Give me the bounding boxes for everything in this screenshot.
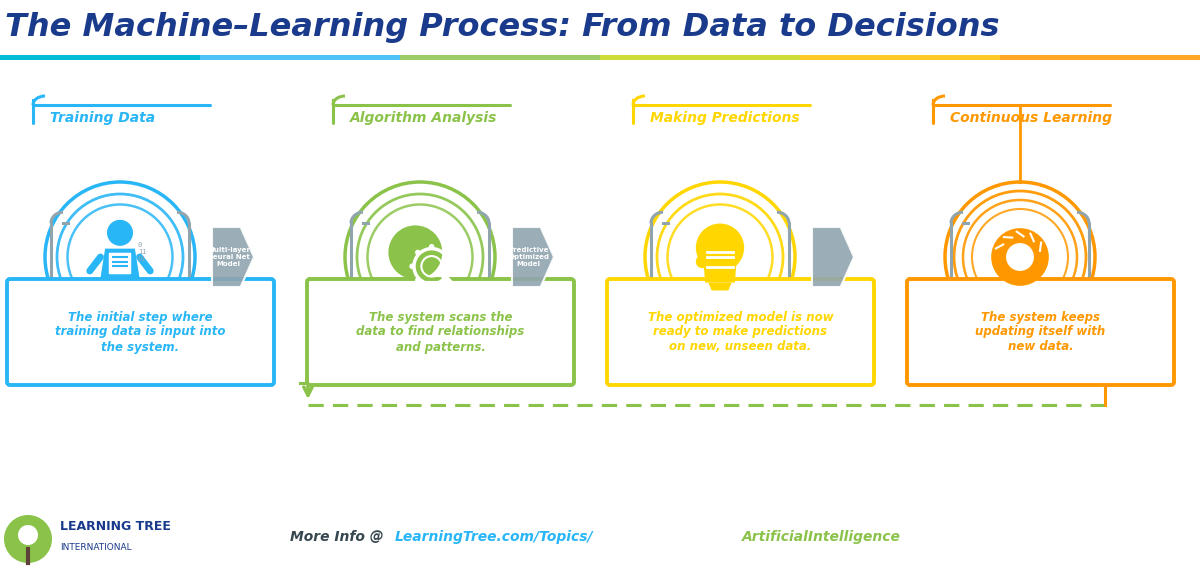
Text: More Info @: More Info @ <box>290 530 389 544</box>
Bar <box>200 55 400 60</box>
Text: The Machine–Learning Process: From Data to Decisions: The Machine–Learning Process: From Data … <box>5 12 1000 43</box>
Circle shape <box>428 283 434 289</box>
Circle shape <box>18 525 38 545</box>
Text: Making Predictions: Making Predictions <box>650 111 799 125</box>
FancyBboxPatch shape <box>7 279 274 385</box>
Circle shape <box>991 228 1049 286</box>
Text: The initial step where
training data is input into
the system.: The initial step where training data is … <box>55 311 226 353</box>
Polygon shape <box>702 248 738 282</box>
Circle shape <box>428 244 434 249</box>
Circle shape <box>696 224 744 272</box>
Text: LearningTree.com/Topics/: LearningTree.com/Topics/ <box>395 530 594 544</box>
Circle shape <box>389 225 443 279</box>
Text: The system scans the
data to find relationships
and patterns.: The system scans the data to find relati… <box>356 311 524 353</box>
Text: The system keeps
updating itself with
new data.: The system keeps updating itself with ne… <box>976 311 1105 353</box>
Circle shape <box>449 264 454 269</box>
Text: Continuous Learning: Continuous Learning <box>950 111 1112 125</box>
Circle shape <box>1006 243 1034 271</box>
Circle shape <box>4 515 52 563</box>
Polygon shape <box>101 249 139 278</box>
Bar <box>600 55 800 60</box>
Bar <box>0 55 200 60</box>
Bar <box>400 55 600 60</box>
FancyBboxPatch shape <box>607 279 874 385</box>
Polygon shape <box>812 227 854 287</box>
FancyBboxPatch shape <box>307 279 574 385</box>
Text: Predictive
Optimized
Model: Predictive Optimized Model <box>509 247 550 267</box>
Text: INTERNATIONAL: INTERNATIONAL <box>60 542 132 552</box>
Circle shape <box>443 277 449 283</box>
Circle shape <box>696 255 709 268</box>
Bar <box>800 55 1000 60</box>
Text: Multi-layer
Neural Net
Model: Multi-layer Neural Net Model <box>208 247 251 267</box>
Circle shape <box>415 277 421 283</box>
Text: Training Data: Training Data <box>50 111 155 125</box>
Polygon shape <box>708 282 732 291</box>
Text: Algorithm Analysis: Algorithm Analysis <box>350 111 497 125</box>
FancyBboxPatch shape <box>907 279 1174 385</box>
Text: ArtificialIntelligence: ArtificialIntelligence <box>742 530 901 544</box>
Text: 0
11
01: 0 11 01 <box>138 242 146 262</box>
Circle shape <box>107 220 133 246</box>
Circle shape <box>443 249 449 255</box>
Circle shape <box>409 264 415 269</box>
Text: The optimized model is now
ready to make predictions
on new, unseen data.: The optimized model is now ready to make… <box>648 311 833 353</box>
Text: LEARNING TREE: LEARNING TREE <box>60 521 170 534</box>
Polygon shape <box>212 227 254 287</box>
Circle shape <box>415 249 421 255</box>
Bar <box>1000 55 1200 60</box>
FancyBboxPatch shape <box>109 253 131 274</box>
Polygon shape <box>512 227 554 287</box>
